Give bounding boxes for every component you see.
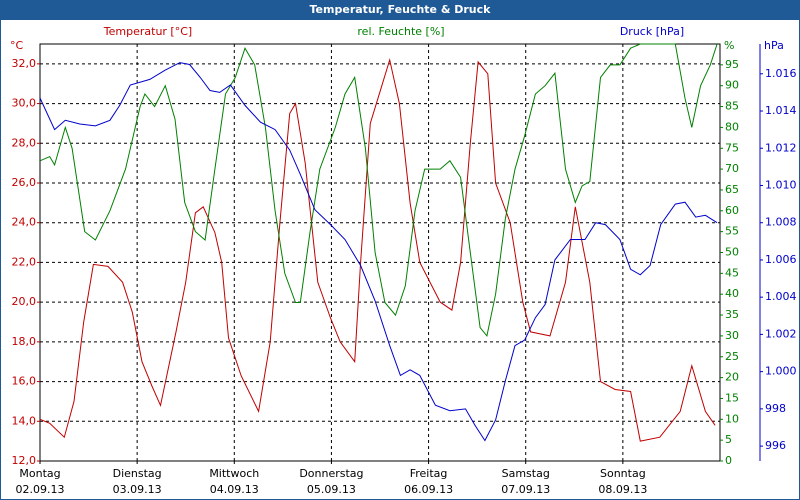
y-unit: °C (10, 39, 24, 52)
y3-tick-label: 1.008 (765, 216, 797, 229)
x-tick-date: 07.09.13 (501, 483, 550, 496)
y3-tick-label: 1.000 (765, 365, 797, 378)
y-tick-label: 16,0 (12, 375, 37, 388)
y2-tick-label: 85 (725, 100, 739, 113)
y2-tick-label: 0 (725, 454, 732, 467)
y2-tick-label: 55 (725, 225, 739, 238)
x-tick-date: 03.09.13 (113, 483, 162, 496)
x-tick-date: 04.09.13 (210, 483, 259, 496)
y2-tick-label: 25 (725, 350, 739, 363)
y2-tick-label: 35 (725, 308, 739, 321)
y-tick-label: 18,0 (12, 335, 37, 348)
title-bar (0, 0, 800, 20)
y2-tick-label: 70 (725, 162, 739, 175)
x-tick-day: Mittwoch (209, 467, 259, 480)
x-tick-day: Donnerstag (299, 467, 363, 480)
legend-entry: Druck [hPa] (620, 25, 684, 38)
x-tick-date: 05.09.13 (307, 483, 356, 496)
y3-tick-label: 1.002 (765, 327, 797, 340)
y2-unit: % (724, 39, 734, 52)
y2-tick-label: 20 (725, 371, 739, 384)
x-tick-date: 06.09.13 (404, 483, 453, 496)
y2-tick-label: 30 (725, 329, 739, 342)
x-tick-day: Samstag (502, 467, 550, 480)
y-tick-label: 22,0 (12, 255, 37, 268)
y-tick-label: 26,0 (12, 176, 37, 189)
y-tick-label: 24,0 (12, 216, 37, 229)
legend-entry: rel. Feuchte [%] (357, 25, 444, 38)
y3-tick-label: 998 (765, 402, 786, 415)
chart-title: Temperatur, Feuchte & Druck (310, 3, 492, 16)
series-line (39, 43, 718, 338)
y2-tick-label: 40 (725, 287, 739, 300)
y-tick-label: 14,0 (12, 414, 37, 427)
y-tick-label: 20,0 (12, 295, 37, 308)
y3-tick-label: 1.010 (765, 178, 797, 191)
y2-tick-label: 10 (725, 412, 739, 425)
y2-tick-label: 45 (725, 266, 739, 279)
x-tick-day: Sonntag (600, 467, 646, 480)
x-tick-day: Freitag (410, 467, 448, 480)
x-tick-date: 08.09.13 (598, 483, 647, 496)
y2-tick-label: 80 (725, 120, 739, 133)
x-tick-date: 02.09.13 (16, 483, 65, 496)
x-tick-day: Montag (19, 467, 60, 480)
y3-unit: hPa (764, 39, 784, 52)
y3-tick-label: 1.006 (765, 253, 797, 266)
x-tick-day: Dienstag (113, 467, 162, 480)
series-line (39, 62, 718, 442)
y2-tick-label: 15 (725, 391, 739, 404)
y2-tick-label: 5 (725, 433, 732, 446)
y2-tick-label: 90 (725, 79, 739, 92)
y2-tick-label: 65 (725, 183, 739, 196)
y-tick-label: 30,0 (12, 97, 37, 110)
y2-tick-label: 75 (725, 141, 739, 154)
y2-tick-label: 95 (725, 58, 739, 71)
y-tick-label: 12,0 (12, 454, 37, 467)
series-line (39, 57, 716, 442)
y3-tick-label: 1.016 (765, 67, 797, 80)
legend-entry: Temperatur [°C] (103, 25, 192, 38)
y-tick-label: 32,0 (12, 57, 37, 70)
y3-tick-label: 1.012 (765, 141, 797, 154)
y2-tick-label: 60 (725, 204, 739, 217)
y3-tick-label: 996 (765, 439, 786, 452)
y-tick-label: 28,0 (12, 136, 37, 149)
y3-tick-label: 1.004 (765, 290, 797, 303)
y2-tick-label: 50 (725, 246, 739, 259)
y3-tick-label: 1.014 (765, 104, 797, 117)
